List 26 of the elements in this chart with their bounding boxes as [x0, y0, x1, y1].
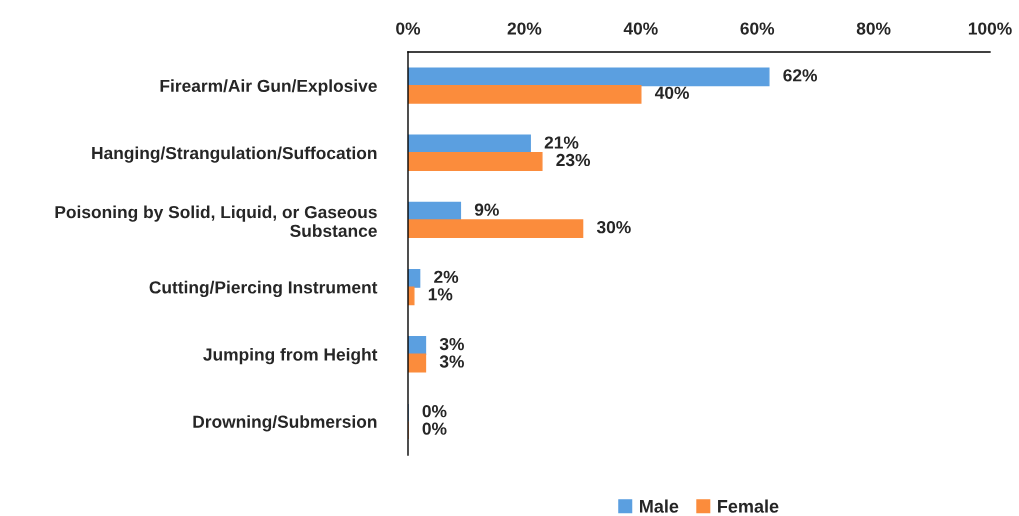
- data-label: 21%: [544, 136, 579, 149]
- data-label: 40%: [654, 86, 689, 99]
- y-tick-label: Poisoning by Solid, Liquid, or Gaseous Substance: [55, 205, 377, 238]
- y-tick-label: Drowning/Submersion: [193, 415, 377, 432]
- data-label: 62%: [783, 69, 818, 82]
- x-tick-label: 80%: [856, 22, 891, 35]
- y-tick-label: Hanging/Strangulation/Suffocation: [92, 146, 377, 163]
- data-label: 23%: [556, 153, 591, 167]
- x-tick-label: 40%: [623, 22, 658, 35]
- y-tick-label: Cutting/Piercing Instrument: [149, 280, 378, 298]
- data-label: 0%: [422, 405, 447, 418]
- data-label: 30%: [596, 221, 631, 234]
- data-label: 9%: [474, 203, 499, 216]
- x-tick-label: 100%: [968, 22, 1012, 35]
- y-tick-label: Firearm/Air Gun/Explosive: [160, 79, 377, 96]
- data-label: 3%: [439, 337, 464, 351]
- x-tick-label: 60%: [740, 22, 775, 35]
- data-label: 0%: [422, 422, 447, 435]
- legend-label: Female: [718, 499, 779, 513]
- x-tick-label: 20%: [507, 22, 542, 35]
- y-tick-label: Jumping from Height: [203, 347, 378, 365]
- data-label: 2%: [434, 270, 459, 283]
- data-label: 3%: [439, 355, 464, 368]
- data-label: 1%: [428, 288, 453, 301]
- x-tick-label: 0%: [396, 22, 421, 35]
- legend-label: Male: [640, 499, 679, 513]
